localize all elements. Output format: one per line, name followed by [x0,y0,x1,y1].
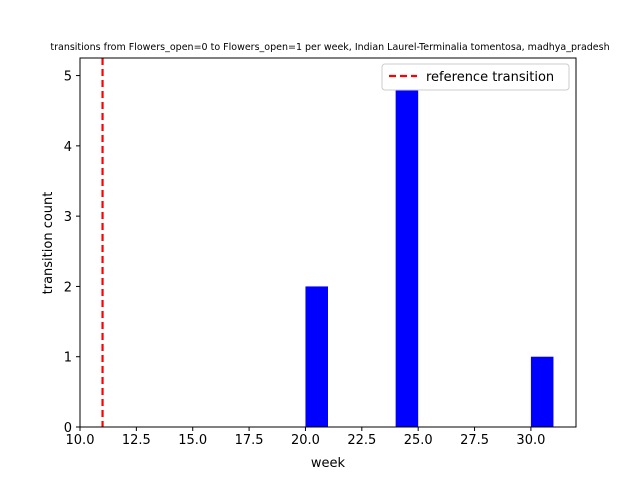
plot-frame [79,57,577,428]
y-tick-label: 3 [64,210,72,225]
y-axis: 0 1 2 3 4 5 [64,70,80,436]
legend-box [381,63,570,91]
legend-reference-line-label: reference transition [426,70,554,85]
x-tick-label: 12.5 [122,433,151,448]
x-tick-label: 30.0 [516,433,545,448]
y-axis-label: transition count [41,192,56,295]
y-tick-label: 0 [64,421,72,436]
chart-title: transitions from Flowers_open=0 to Flowe… [50,42,609,53]
legend: reference transition [381,63,570,91]
x-axis: 10.0 12.5 15.0 17.5 20.0 22.5 25.0 27.5 30.0 [66,427,545,448]
x-tick-label: 17.5 [235,433,264,448]
x-tick-label: 10.0 [66,433,95,448]
y-tick-label: 2 [64,280,72,295]
x-tick-label: 20.0 [291,433,320,448]
x-tick-label: 25.0 [404,433,433,448]
x-axis-label: week [311,456,346,471]
plot-area [79,57,577,428]
bar-1 [395,75,419,428]
bar-2 [530,356,554,427]
x-tick-label: 22.5 [347,433,376,448]
x-tick-label: 15.0 [178,433,207,448]
bar-0 [305,286,328,427]
y-tick-label: 1 [64,351,72,366]
x-tick-label: 27.5 [460,433,489,448]
y-tick-label: 5 [64,70,72,85]
y-tick-label: 4 [64,140,72,155]
